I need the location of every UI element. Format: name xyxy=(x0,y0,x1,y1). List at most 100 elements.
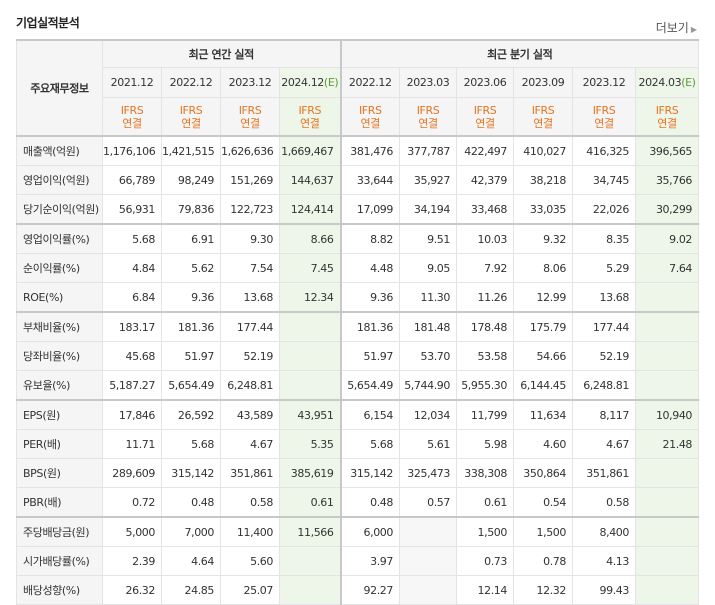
estimate-marker: (E) xyxy=(323,76,339,89)
table-cell: 7,000 xyxy=(161,516,221,547)
table-cell xyxy=(634,546,700,576)
table-row: 유보율(%) 5,187.27 5,654.49 6,248.81 5,654.49 5,… xyxy=(16,370,700,401)
table-cell: 410,027 xyxy=(513,135,573,166)
table-cell: 52.19 xyxy=(572,341,636,371)
table-cell: 4.13 xyxy=(572,546,636,576)
basis-top: IFRS xyxy=(655,103,679,117)
table-cell: 92.27 xyxy=(339,575,400,605)
table-cell: 11,400 xyxy=(220,516,280,547)
table-cell xyxy=(279,370,341,401)
table-cell: 1,421,515 xyxy=(161,135,221,166)
table-cell xyxy=(399,546,457,576)
table-cell: 5.68 xyxy=(102,223,162,254)
basis-top: IFRS xyxy=(531,103,555,117)
table-cell: 396,565 xyxy=(634,135,700,166)
period-label: 2022.12 xyxy=(169,76,213,89)
table-cell: 4.67 xyxy=(572,429,636,459)
accounting-basis: IFRS 연결 xyxy=(102,97,162,137)
row-label: ROE(%) xyxy=(16,282,103,313)
basis-top: IFRS xyxy=(120,103,144,117)
table-row: 배당성향(%) 26.32 24.85 25.07 92.27 12.14 12.32 99.… xyxy=(16,575,700,605)
table-cell: 1,669,467 xyxy=(279,135,341,166)
period-header: 2023.09 xyxy=(513,67,573,98)
period-label: 2024.03 xyxy=(638,76,682,89)
period-header: 2023.12 xyxy=(220,67,280,98)
table-row: 주당배당금(원) 5,000 7,000 11,400 11,566 6,000 1,500… xyxy=(16,516,700,547)
table-cell: 9.02 xyxy=(634,223,700,254)
row-label: 영업이익률(%) xyxy=(16,223,103,254)
table-cell: 416,325 xyxy=(572,135,636,166)
basis-bottom: 연결 xyxy=(122,116,142,130)
table-cell: 10,940 xyxy=(634,399,700,430)
table-cell: 289,609 xyxy=(102,458,162,488)
table-cell: 0.54 xyxy=(513,487,573,518)
accounting-basis: IFRS 연결 xyxy=(220,97,280,137)
table-row: BPS(원) 289,609 315,142 351,861 385,619 315,14… xyxy=(16,458,700,488)
table-cell: 10.03 xyxy=(456,223,514,254)
basis-top: IFRS xyxy=(473,103,497,117)
table-cell: 177.44 xyxy=(220,311,280,342)
table-cell xyxy=(279,575,341,605)
table-cell: 5,187.27 xyxy=(102,370,162,401)
basis-bottom: 연결 xyxy=(475,116,495,130)
table-cell: 5,654.49 xyxy=(339,370,400,401)
table-row: PER(배) 11.71 5.68 4.67 5.35 5.68 5.61 5.98 4.60 4… xyxy=(16,429,700,459)
period-header: 2022.12 xyxy=(339,67,400,98)
table-cell xyxy=(634,487,700,518)
quarter-group-header: 최근 분기 실적 xyxy=(339,39,700,68)
table-cell: 51.97 xyxy=(161,341,221,371)
more-link[interactable]: 더보기 ▶ xyxy=(656,19,697,36)
basis-bottom: 연결 xyxy=(360,116,381,130)
table-cell: 124,414 xyxy=(279,194,341,225)
table-cell: 51.97 xyxy=(339,341,400,371)
row-label: 영업이익(억원) xyxy=(16,165,103,195)
period-header: 2024.12(E) xyxy=(279,67,341,98)
table-cell: 99.43 xyxy=(572,575,636,605)
table-cell: 5,000 xyxy=(102,516,162,547)
table-row: 당기순이익(억원) 56,931 79,836 122,723 124,414 17,09… xyxy=(16,194,700,225)
table-cell: 7.54 xyxy=(220,253,280,283)
table-cell: 11,566 xyxy=(279,516,341,547)
table-cell: 350,864 xyxy=(513,458,573,488)
table-cell: 33,468 xyxy=(456,194,514,225)
basis-top: IFRS xyxy=(592,103,616,117)
table-cell: 6,248.81 xyxy=(572,370,636,401)
row-label: 순이익률(%) xyxy=(16,253,103,283)
table-cell: 1,626,636 xyxy=(220,135,280,166)
table-cell: 351,861 xyxy=(572,458,636,488)
table-cell: 30,299 xyxy=(634,194,700,225)
table-cell: 8.82 xyxy=(339,223,400,254)
table-cell: 38,218 xyxy=(513,165,573,195)
basis-top: IFRS xyxy=(358,103,382,117)
row-label: 유보율(%) xyxy=(16,370,103,401)
table-cell: 0.72 xyxy=(102,487,162,518)
table-cell: 12.34 xyxy=(279,282,341,313)
basis-top: IFRS xyxy=(238,103,262,117)
table-cell: 5.68 xyxy=(339,429,400,459)
table-cell xyxy=(634,516,700,547)
table-cell: 43,951 xyxy=(279,399,341,430)
table-cell: 4.67 xyxy=(220,429,280,459)
table-cell: 9.51 xyxy=(399,223,457,254)
table-cell: 11.71 xyxy=(102,429,162,459)
table-cell: 6,000 xyxy=(339,516,400,547)
table-cell: 315,142 xyxy=(161,458,221,488)
table-cell: 6.91 xyxy=(161,223,221,254)
table-cell: 8.06 xyxy=(513,253,573,283)
table-cell: 8,117 xyxy=(572,399,636,430)
table-cell: 34,745 xyxy=(572,165,636,195)
table-cell: 12.14 xyxy=(456,575,514,605)
table-cell: 385,619 xyxy=(279,458,341,488)
period-label: 2023.12 xyxy=(582,76,626,89)
table-cell: 42,379 xyxy=(456,165,514,195)
table-cell: 52.19 xyxy=(220,341,280,371)
table-cell: 25.07 xyxy=(220,575,280,605)
period-label: 2023.06 xyxy=(463,76,507,89)
table-cell: 26.32 xyxy=(102,575,162,605)
accounting-basis: IFRS 연결 xyxy=(513,97,573,137)
table-cell: 6.84 xyxy=(102,282,162,313)
table-cell: 45.68 xyxy=(102,341,162,371)
accounting-basis: IFRS 연결 xyxy=(634,97,700,137)
table-cell: 9.30 xyxy=(220,223,280,254)
